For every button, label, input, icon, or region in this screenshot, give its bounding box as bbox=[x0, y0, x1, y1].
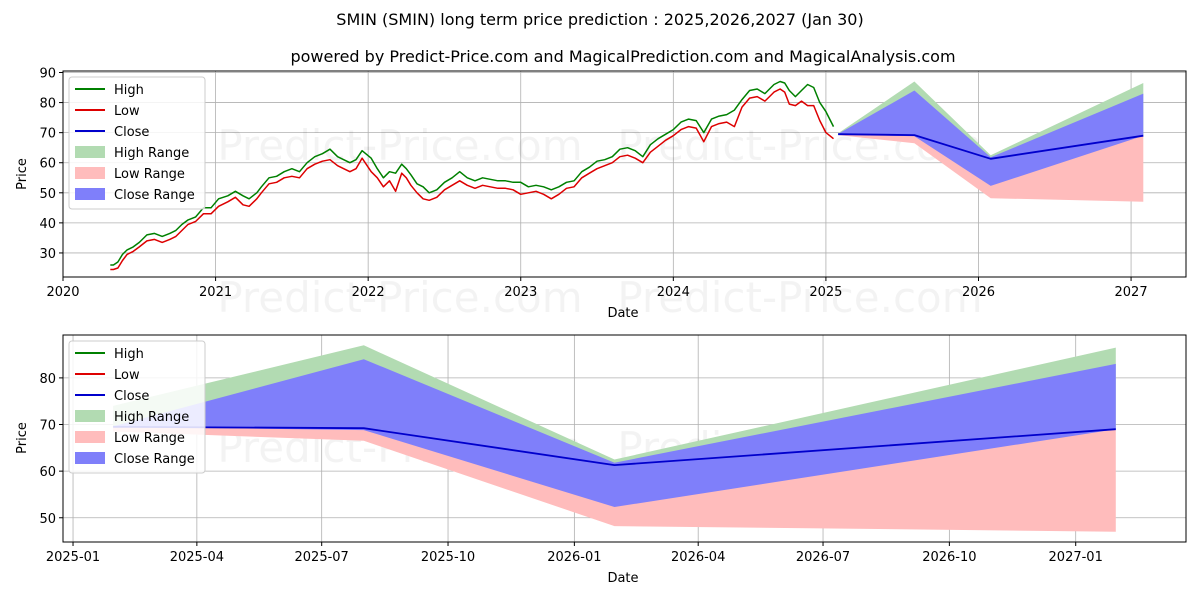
legend-label: Low Range bbox=[114, 167, 185, 182]
forecast-panel: Predict-Price.com Predict-Price.com 2025… bbox=[15, 334, 1187, 586]
y-tick-label: 70 bbox=[39, 127, 56, 142]
x-tick-label: 2027 bbox=[1115, 285, 1148, 300]
x-tick-label: 2020 bbox=[46, 285, 79, 300]
history-x-axis-label: Date bbox=[607, 306, 638, 321]
legend-swatch bbox=[75, 410, 105, 422]
low-line bbox=[110, 88, 834, 271]
history-forecast-bands bbox=[838, 81, 1144, 202]
y-tick-label: 90 bbox=[39, 67, 56, 82]
x-tick-label: 2022 bbox=[352, 285, 385, 300]
y-tick-label: 50 bbox=[39, 187, 56, 202]
legend-label: Close Range bbox=[114, 452, 195, 467]
forecast-x-axis-label: Date bbox=[607, 571, 638, 586]
x-tick-label: 2026-07 bbox=[796, 550, 850, 565]
y-tick-label: 60 bbox=[39, 465, 56, 480]
legend-swatch bbox=[75, 452, 105, 464]
chart-title: SMIN (SMIN) long term price prediction :… bbox=[336, 10, 863, 29]
high-line bbox=[110, 80, 835, 266]
x-tick-label: 2026 bbox=[962, 285, 995, 300]
x-tick-label: 2026-04 bbox=[671, 550, 725, 565]
legend-swatch bbox=[75, 167, 105, 179]
legend-label: Close bbox=[114, 389, 149, 404]
history-ticks: 2020 2021 2022 2023 2024 2025 2026 2027 30 40 50 60… bbox=[39, 67, 1147, 300]
history-legend: High Low Close High Range Low Range Close Ran… bbox=[68, 76, 206, 210]
x-tick-label: 2025-07 bbox=[295, 550, 349, 565]
legend-swatch bbox=[75, 431, 105, 443]
forecast-bands bbox=[113, 345, 1116, 532]
x-tick-label: 2026-01 bbox=[547, 550, 601, 565]
x-tick-label: 2025-04 bbox=[170, 550, 224, 565]
legend-label: Close bbox=[114, 125, 149, 140]
x-tick-label: 2027-01 bbox=[1049, 550, 1103, 565]
forecast-y-axis-label: Price bbox=[15, 422, 30, 454]
y-tick-label: 70 bbox=[39, 419, 56, 434]
close-range-band bbox=[113, 359, 1116, 507]
legend-label: High bbox=[114, 347, 144, 362]
legend-label: Low bbox=[114, 368, 140, 383]
x-tick-label: 2024 bbox=[657, 285, 690, 300]
x-tick-label: 2025-10 bbox=[421, 550, 475, 565]
x-tick-label: 2023 bbox=[504, 285, 537, 300]
history-y-axis-label: Price bbox=[15, 158, 30, 190]
watermark: Predict-Price.com bbox=[217, 121, 582, 170]
x-tick-label: 2021 bbox=[199, 285, 232, 300]
close-forecast-line bbox=[838, 133, 1144, 160]
y-tick-label: 80 bbox=[39, 97, 56, 112]
history-panel: Predict-Price.com Predict-Price.com Pred… bbox=[15, 67, 1187, 322]
y-tick-label: 40 bbox=[39, 217, 56, 232]
legend-label: High bbox=[114, 83, 144, 98]
chart-subtitle: powered by Predict-Price.com and Magical… bbox=[290, 47, 955, 66]
legend-label: Low Range bbox=[114, 431, 185, 446]
y-tick-label: 50 bbox=[39, 512, 56, 527]
watermark: Predict-Price.com bbox=[217, 273, 582, 322]
history-grid bbox=[62, 71, 1186, 277]
y-tick-label: 80 bbox=[39, 372, 56, 387]
x-tick-label: 2026-10 bbox=[922, 550, 976, 565]
legend-label: Close Range bbox=[114, 188, 195, 203]
watermark: Predict-Price.com bbox=[617, 273, 982, 322]
legend-label: High Range bbox=[114, 146, 189, 161]
forecast-legend: High Low Close High Range Low Range Close Ran… bbox=[68, 340, 206, 474]
legend-swatch bbox=[75, 188, 105, 200]
history-axes-frame bbox=[62, 70, 1187, 278]
y-tick-label: 30 bbox=[39, 247, 56, 262]
forecast-ticks: 2025-01 2025-04 2025-07 2025-10 2026-01 2026-… bbox=[39, 372, 1102, 565]
forecast-lines bbox=[113, 425, 1116, 467]
close-forecast-line bbox=[113, 425, 1116, 467]
forecast-axes-frame bbox=[62, 334, 1187, 543]
x-tick-label: 2025-01 bbox=[46, 550, 100, 565]
legend-label: Low bbox=[114, 104, 140, 119]
legend-label: High Range bbox=[114, 410, 189, 425]
close-range-band bbox=[838, 90, 1144, 186]
legend-swatch bbox=[75, 146, 105, 158]
history-lines bbox=[110, 80, 1144, 271]
y-tick-label: 60 bbox=[39, 157, 56, 172]
x-tick-label: 2025 bbox=[809, 285, 842, 300]
